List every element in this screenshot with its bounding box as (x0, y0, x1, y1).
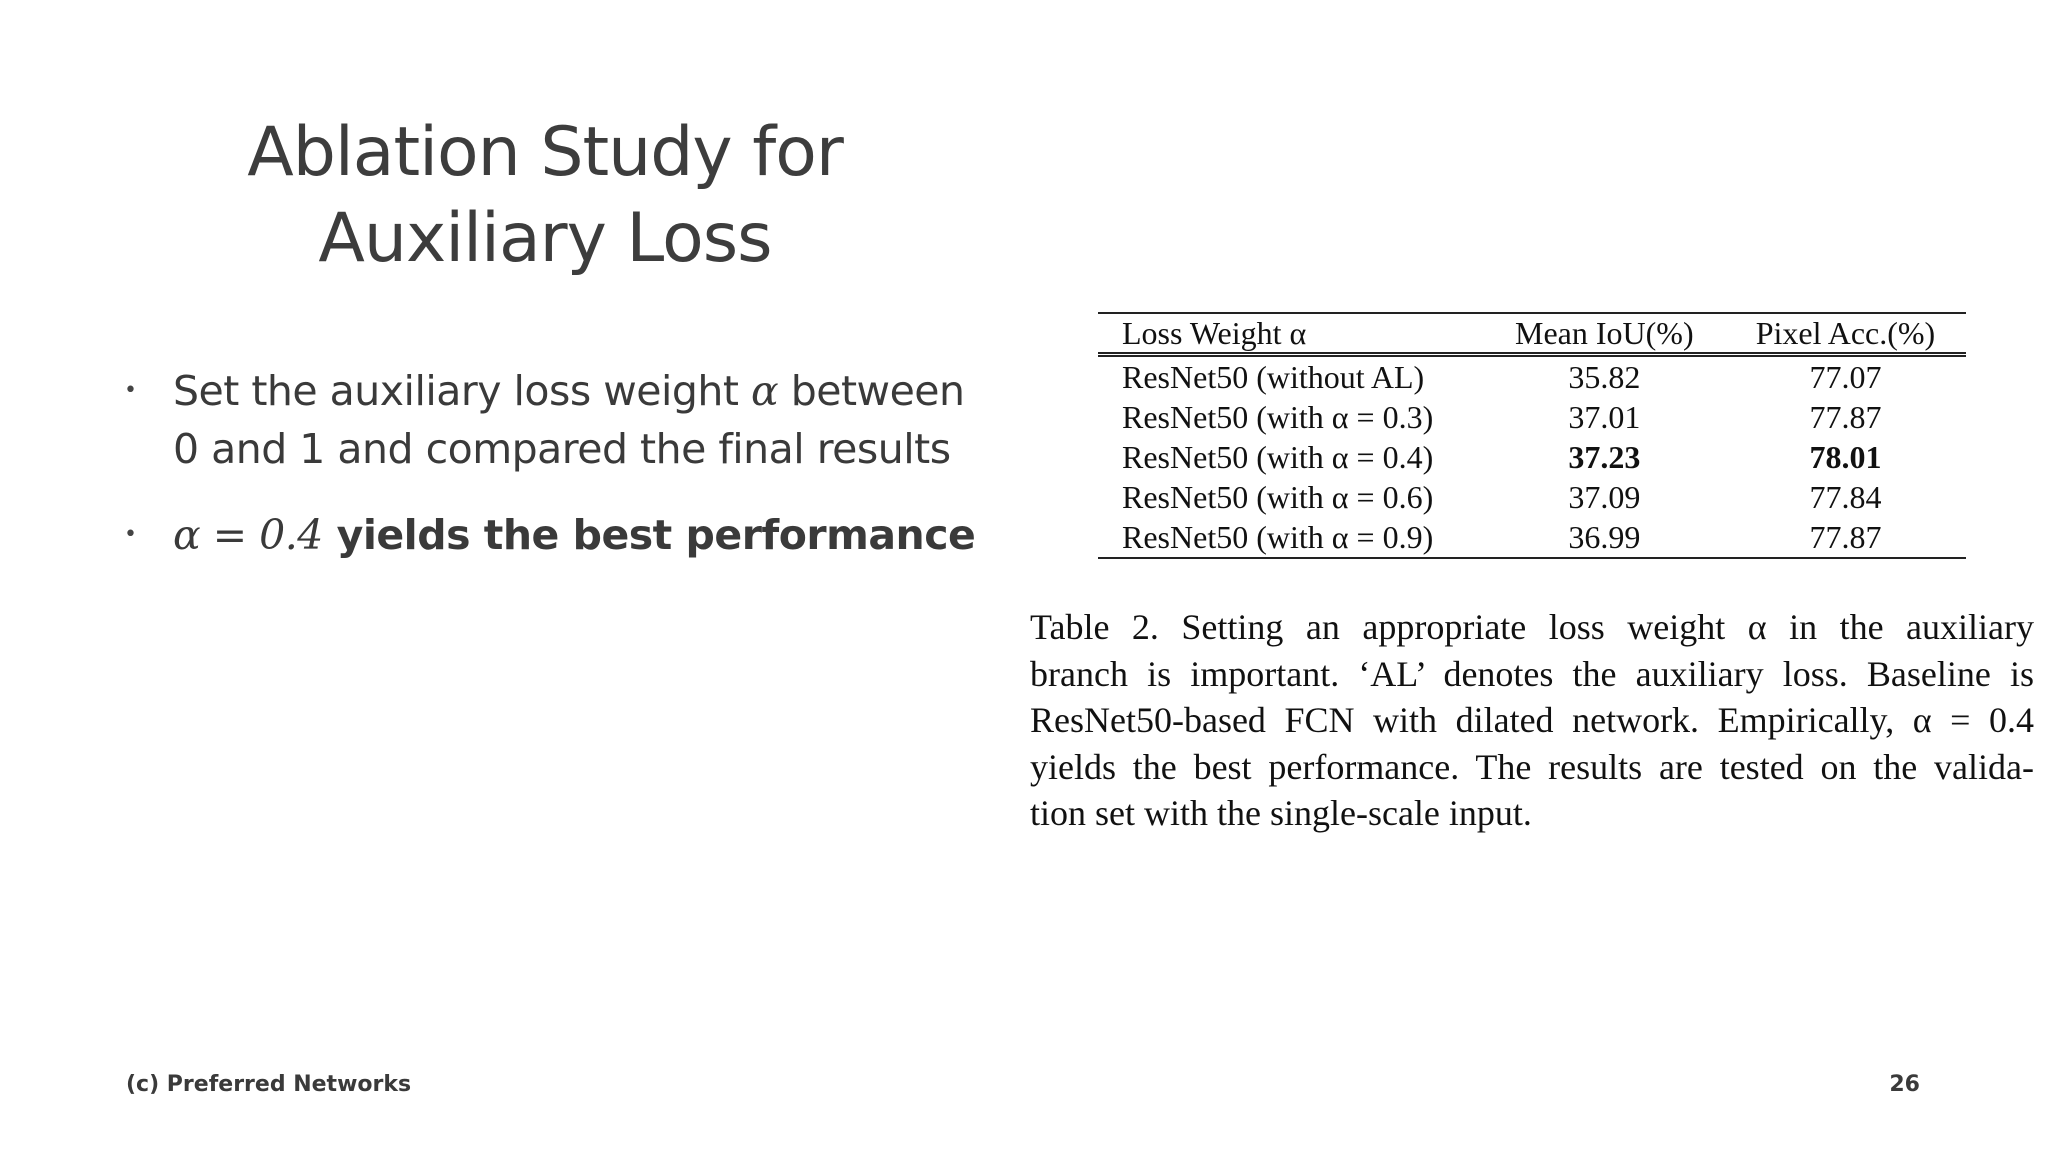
bullet-1-alpha: α (751, 367, 779, 415)
caption-line: tion set with the single-scale input. (1030, 793, 1532, 833)
table-header-cell: Pixel Acc.(%) (1724, 313, 1966, 357)
footer-copyright: (c) Preferred Networks (126, 1072, 412, 1097)
table-cell: 77.84 (1809, 479, 1882, 515)
slide-title-line-2: Auxiliary Loss (318, 199, 772, 278)
bullet-item-1: • Set the auxiliary loss weight α betwee… (120, 362, 980, 478)
table-cell: 37.01 (1568, 399, 1641, 435)
table-row: ResNet50 (without AL) 35.82 77.07 (1098, 355, 1966, 398)
bullet-dot-icon: • (124, 378, 137, 403)
table-cell: 37.09 (1568, 479, 1641, 515)
table-row: ResNet50 (with α = 0.4) 37.23 78.01 (1098, 437, 1966, 477)
results-table: Loss Weight α Mean IoU(%) Pixel Acc.(%) … (1098, 312, 1966, 559)
table-cell: 77.87 (1809, 399, 1882, 435)
caption-line: ResNet50-based FCN with dilated network.… (1030, 700, 2034, 740)
bullet-dot-icon: • (124, 522, 137, 547)
table-cell: 77.87 (1724, 517, 1966, 559)
table-row: ResNet50 (with α = 0.3) 37.01 77.87 (1098, 397, 1966, 437)
bullet-1-line-2: 0 and 1 and compared the final results (173, 425, 951, 473)
table-cell: 77.07 (1809, 359, 1882, 395)
table-cell: ResNet50 (with α = 0.3) (1122, 399, 1434, 435)
table-cell-best: 78.01 (1809, 439, 1882, 475)
bullet-1-text-b: between (778, 367, 965, 415)
bullet-2-text: yields the best performance (322, 511, 976, 559)
table-cell: ResNet50 (without AL) (1122, 359, 1425, 395)
table-header-cell: Mean IoU(%) (1483, 313, 1725, 357)
table-cell: ResNet50 (with α = 0.6) (1122, 479, 1434, 515)
table-caption: Table 2. Setting an appropriate loss wei… (1030, 604, 2034, 837)
table-row: ResNet50 (with α = 0.6) 37.09 77.84 (1098, 477, 1966, 517)
caption-line: yields the best performance. The results… (1030, 746, 2034, 787)
bullet-2-line: α = 0.4 yields the best performance (173, 506, 980, 564)
table-header-row: Loss Weight α Mean IoU(%) Pixel Acc.(%) (1098, 313, 1966, 357)
bullet-item-2: • α = 0.4 yields the best performance (120, 506, 980, 564)
page-number: 26 (1889, 1072, 1920, 1097)
bullet-list: • Set the auxiliary loss weight α betwee… (120, 362, 980, 564)
caption-line: branch is important. ‘AL’ denotes the au… (1030, 653, 2034, 694)
slide-title-line-1: Ablation Study for (247, 113, 844, 192)
table-cell: ResNet50 (with α = 0.9) (1098, 517, 1484, 559)
table-cell: ResNet50 (with α = 0.4) (1122, 439, 1434, 475)
bullet-1-text-a: Set the auxiliary loss weight (173, 367, 751, 415)
table-cell: 36.99 (1483, 517, 1725, 559)
table-row: ResNet50 (with α = 0.9) 36.99 77.87 (1098, 517, 1966, 559)
caption-line: Table 2. Setting an appropriate loss wei… (1030, 607, 2034, 647)
table-header-cell: Loss Weight α (1098, 313, 1484, 357)
table-cell-best: 37.23 (1568, 439, 1641, 475)
table-cell: 35.82 (1568, 359, 1641, 395)
bullet-1-line-1: Set the auxiliary loss weight α between (173, 362, 980, 420)
bullet-2-math: α = 0.4 (173, 511, 323, 559)
results-table-wrap: Loss Weight α Mean IoU(%) Pixel Acc.(%) … (1098, 312, 1966, 559)
slide-title: Ablation Study for Auxiliary Loss (145, 110, 945, 282)
